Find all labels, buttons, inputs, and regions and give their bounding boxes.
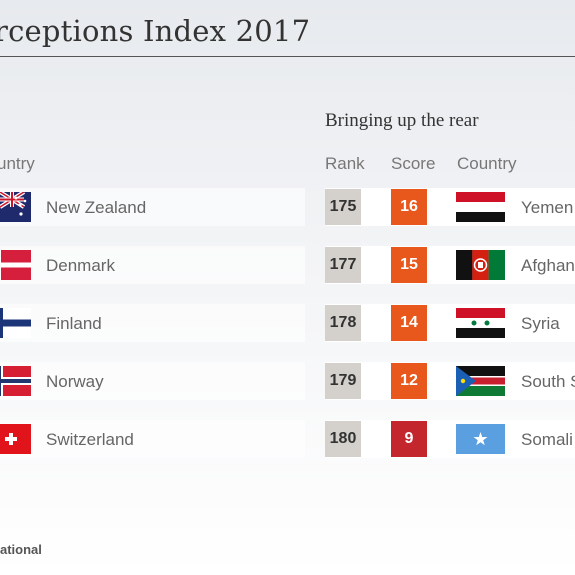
bottom-country-row	[325, 246, 575, 284]
rank-value: 175	[325, 189, 361, 225]
top-country-row	[0, 188, 305, 226]
south-sudan-flag-icon	[456, 366, 505, 396]
score-value: 16	[391, 189, 427, 225]
top-country-name: Norway	[46, 372, 104, 391]
yemen-flag-icon	[456, 192, 505, 222]
top-country-row	[0, 420, 305, 458]
rank-value: 178	[325, 305, 361, 341]
rank-value: 180	[325, 421, 361, 457]
bottom-country-row	[325, 188, 575, 226]
bottom-country-row	[325, 362, 575, 400]
top-country-row	[0, 246, 305, 284]
bottom-country-name: Syria	[521, 314, 560, 333]
rank-value: 179	[325, 363, 361, 399]
score-value: 14	[391, 305, 427, 341]
score-value: 9	[391, 421, 427, 457]
bottom-section-heading: Bringing up the rear	[325, 110, 479, 131]
bottom-country-name: Afghan	[521, 256, 575, 275]
top-country-row	[0, 362, 305, 400]
country-column-header: Country	[457, 154, 517, 173]
top-country-name: Finland	[46, 314, 102, 333]
syria-flag-icon	[456, 308, 505, 338]
somalia-flag-icon	[456, 424, 505, 454]
bottom-country-row	[325, 304, 575, 342]
rank-column-header: Rank	[325, 154, 365, 173]
bottom-country-row	[325, 420, 575, 458]
page-title: rceptions Index 2017	[0, 14, 311, 48]
denmark-flag-icon	[0, 250, 31, 280]
score-value: 15	[391, 247, 427, 283]
top-country-row	[0, 304, 305, 342]
score-column-header: Score	[391, 154, 436, 173]
rank-value: 177	[325, 247, 361, 283]
norway-flag-icon	[0, 366, 31, 396]
score-value: 12	[391, 363, 427, 399]
switzerland-flag-icon	[0, 424, 31, 454]
new-zealand-flag-icon	[0, 192, 31, 222]
bottom-country-name: Somali	[521, 430, 573, 449]
finland-flag-icon	[0, 308, 31, 338]
afghanistan-flag-icon	[456, 250, 505, 280]
left-country-column-header: untry	[0, 154, 35, 173]
top-country-name: Denmark	[46, 256, 115, 275]
top-country-name: New Zealand	[46, 198, 147, 217]
bottom-country-name: South S	[521, 372, 575, 391]
source-credit: ational	[0, 542, 42, 557]
top-country-name: Switzerland	[46, 430, 134, 449]
bottom-country-name: Yemen	[521, 198, 574, 217]
title-divider	[0, 56, 575, 57]
